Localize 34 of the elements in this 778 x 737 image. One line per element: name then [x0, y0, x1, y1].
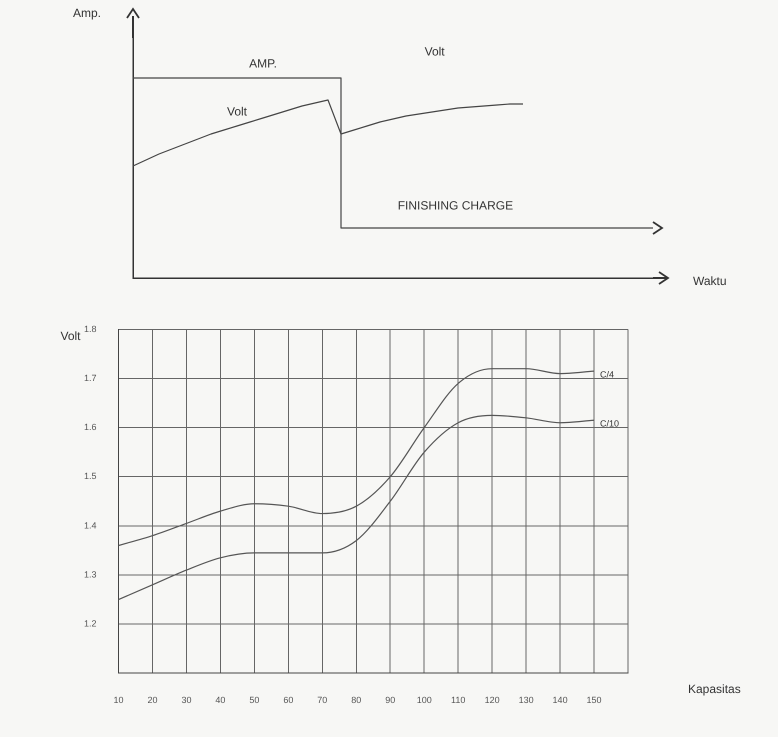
line-series: [118, 414, 595, 600]
y-tick-label: 1.6: [84, 422, 97, 432]
annotation: FINISHING CHARGE: [398, 198, 514, 212]
x-tick-label: 10: [114, 695, 124, 706]
text: Volt: [424, 44, 446, 59]
x-tick-label: 120: [484, 695, 500, 706]
x-tick-label: 140: [552, 695, 568, 706]
y-tick-label: 1.2: [84, 618, 97, 629]
y-axis-title: Volt: [60, 329, 81, 344]
series-label: C/4: [600, 370, 614, 380]
series-label: Volt: [226, 104, 248, 118]
series-label: C/10: [600, 418, 620, 429]
x-tick-label: 150: [586, 695, 602, 706]
y-tick-label: 1.5: [84, 471, 97, 482]
y-axis-title: Amp.: [73, 6, 102, 20]
y-tick-label: 1.8: [84, 324, 97, 334]
x-axis-title: Kapasitas: [688, 682, 741, 696]
x-tick-label: 130: [518, 695, 534, 706]
x-axis-title: Waktu: [693, 274, 727, 288]
x-tick-label: 70: [317, 695, 328, 706]
x-tick-label: 40: [215, 695, 226, 706]
line-series: [118, 368, 595, 546]
x-tick-label: 110: [450, 695, 466, 706]
x-tick-label: 60: [283, 695, 294, 706]
series-label: AMP.: [249, 56, 277, 70]
x-tick-label: 90: [385, 695, 396, 706]
x-tick-label: 30: [181, 695, 192, 706]
x-tick-label: 80: [351, 695, 362, 706]
x-tick-label: 50: [249, 695, 260, 706]
y-tick-label: 1.4: [84, 520, 97, 530]
y-tick-label: 1.3: [84, 569, 97, 580]
y-tick-label: 1.7: [84, 373, 97, 383]
x-tick-label: 20: [147, 695, 158, 706]
x-tick-label: 100: [416, 695, 432, 706]
